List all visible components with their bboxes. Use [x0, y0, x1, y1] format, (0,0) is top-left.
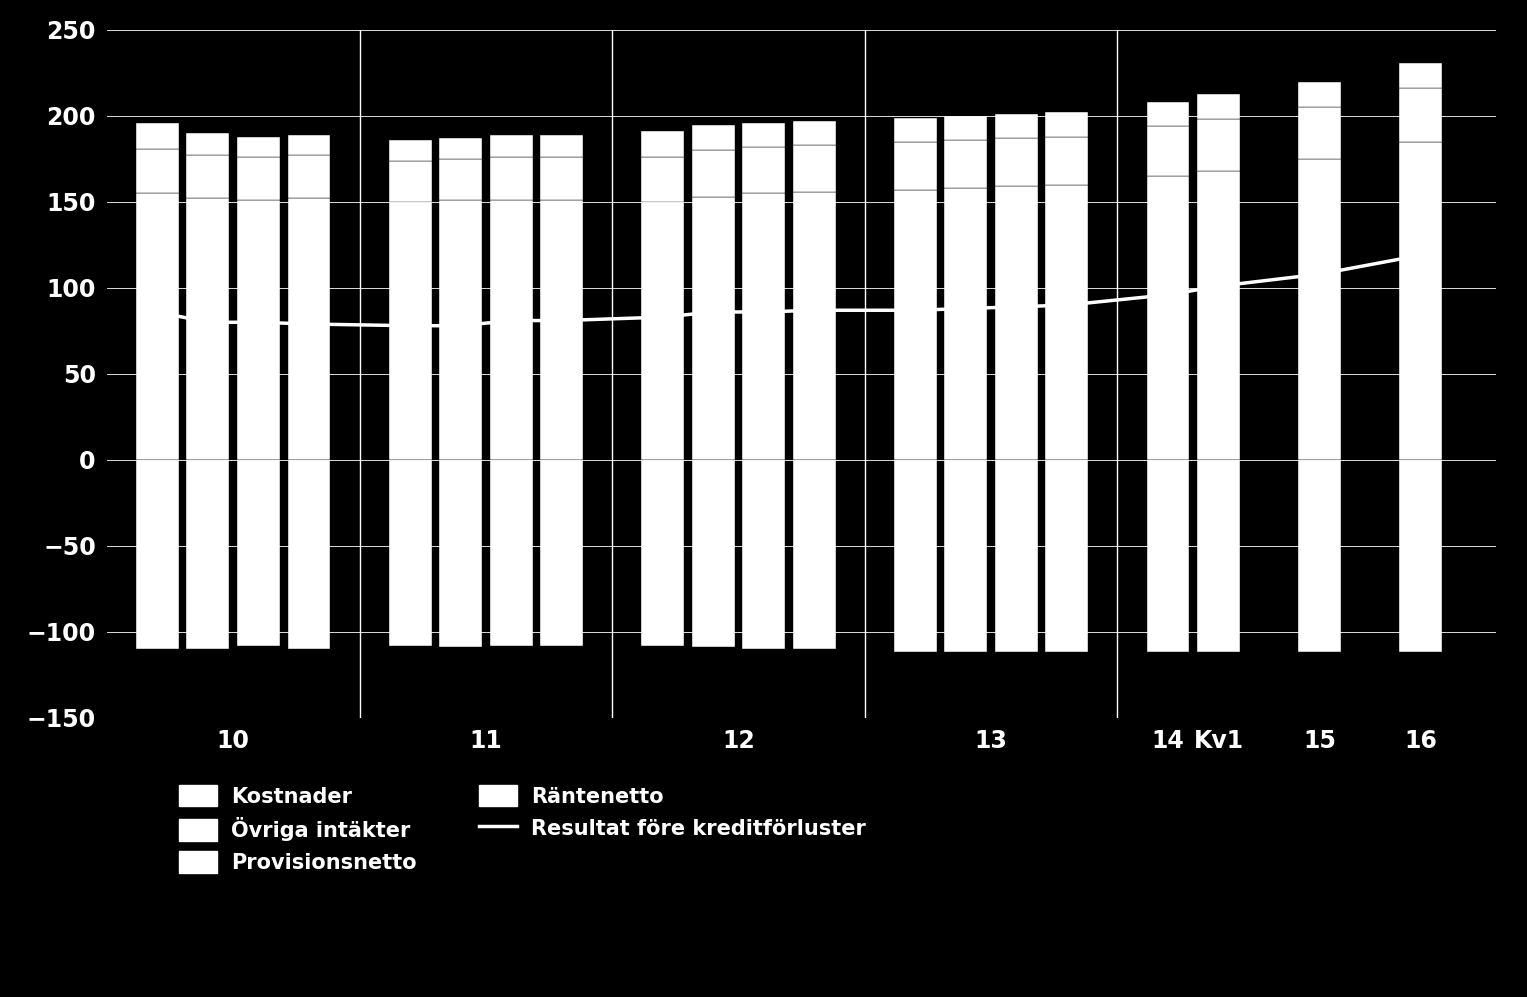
Bar — [490, 135, 533, 158]
Bar — [793, 121, 835, 146]
Bar — [1197, 120, 1240, 170]
Bar — [793, 191, 835, 460]
Bar — [893, 460, 938, 652]
Bar — [237, 137, 279, 158]
Bar — [944, 116, 988, 140]
Bar — [641, 460, 684, 646]
Bar — [692, 196, 734, 460]
Bar — [237, 200, 279, 460]
Bar — [996, 139, 1038, 186]
Bar — [996, 115, 1038, 139]
Bar — [793, 460, 835, 649]
Bar — [692, 125, 734, 151]
Bar — [742, 123, 785, 147]
Bar — [1197, 460, 1240, 652]
Bar — [136, 123, 179, 149]
Bar — [1046, 184, 1089, 460]
Bar — [1298, 159, 1341, 460]
Bar — [944, 140, 988, 188]
Bar — [186, 134, 229, 156]
Bar — [136, 460, 179, 649]
Bar — [692, 151, 734, 196]
Bar — [490, 158, 533, 200]
Bar — [1298, 82, 1341, 108]
Bar — [237, 460, 279, 646]
Bar — [440, 159, 483, 200]
Bar — [541, 460, 583, 646]
Bar — [440, 460, 483, 647]
Bar — [541, 158, 583, 200]
Bar — [1046, 137, 1089, 184]
Bar — [287, 198, 330, 460]
Bar — [287, 460, 330, 649]
Bar — [996, 186, 1038, 460]
Bar — [440, 200, 483, 460]
Bar — [1197, 94, 1240, 120]
Bar — [692, 460, 734, 647]
Bar — [1298, 108, 1341, 159]
Bar — [1046, 113, 1089, 137]
Bar — [641, 158, 684, 202]
Bar — [287, 156, 330, 198]
Bar — [186, 156, 229, 198]
Bar — [1147, 102, 1190, 127]
Bar — [641, 132, 684, 158]
Bar — [996, 460, 1038, 652]
Bar — [944, 188, 988, 460]
Bar — [388, 202, 432, 460]
Bar — [490, 200, 533, 460]
Bar — [490, 460, 533, 646]
Bar — [1147, 460, 1190, 652]
Bar — [136, 193, 179, 460]
Bar — [388, 460, 432, 646]
Bar — [793, 146, 835, 191]
Bar — [186, 460, 229, 649]
Bar — [1197, 170, 1240, 460]
Bar — [237, 158, 279, 200]
Bar — [136, 149, 179, 193]
Bar — [893, 189, 938, 460]
Bar — [1046, 460, 1089, 652]
Bar — [893, 142, 938, 189]
Bar — [541, 200, 583, 460]
Bar — [1399, 89, 1441, 142]
Bar — [641, 202, 684, 460]
Bar — [1399, 142, 1441, 460]
Bar — [1399, 460, 1441, 652]
Bar — [1399, 63, 1441, 89]
Bar — [440, 139, 483, 159]
Bar — [388, 140, 432, 161]
Bar — [1298, 460, 1341, 652]
Bar — [287, 135, 330, 156]
Bar — [388, 161, 432, 202]
Legend: Kostnader, Övriga intäkter, Provisionsnetto, Räntenetto, Resultat före kreditför: Kostnader, Övriga intäkter, Provisionsne… — [173, 779, 872, 879]
Bar — [1147, 176, 1190, 460]
Bar — [742, 193, 785, 460]
Bar — [742, 147, 785, 193]
Bar — [742, 460, 785, 649]
Bar — [541, 135, 583, 158]
Bar — [186, 198, 229, 460]
Bar — [893, 118, 938, 142]
Bar — [1147, 127, 1190, 176]
Bar — [944, 460, 988, 652]
